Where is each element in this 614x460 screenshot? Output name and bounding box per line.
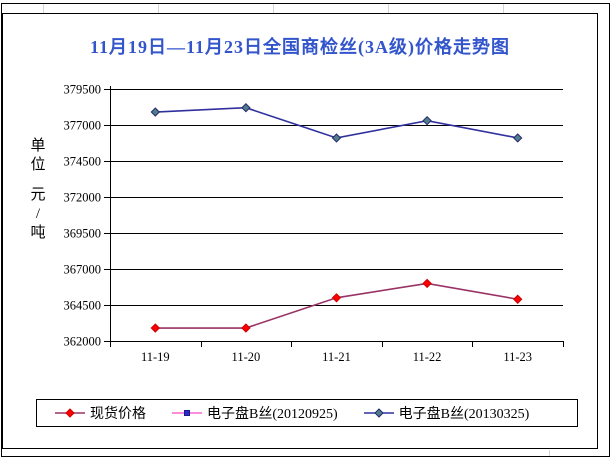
- data-point-marker: [150, 323, 161, 333]
- legend-label: 电子盘B丝(20130325): [398, 407, 530, 422]
- data-point-marker: [241, 323, 251, 333]
- y-tick-label: 364500: [64, 299, 102, 313]
- sheet-gridline: [43, 4, 44, 13]
- x-tick-label: 11-20: [232, 350, 261, 364]
- data-point-marker: [331, 293, 342, 303]
- sheet-gridline: [503, 4, 504, 13]
- y-axis-title-char: 吨: [30, 225, 46, 241]
- y-axis-title: 单位元 / 吨: [28, 137, 48, 243]
- x-tick-label: 11-23: [503, 350, 532, 364]
- legend-item: 现货价格: [55, 403, 146, 423]
- sheet-gridline: [158, 4, 159, 13]
- x-tick-label: 11-21: [322, 350, 351, 364]
- data-point-marker: [422, 278, 432, 289]
- y-tick-label: 374500: [64, 155, 102, 169]
- diamond-legend-marker-icon: [363, 408, 394, 418]
- legend-box: 现货价格 电子盘B丝(20120925) 电子盘B丝(20130325): [36, 399, 578, 427]
- data-point-marker: [422, 115, 432, 126]
- data-point-marker: [512, 294, 523, 304]
- chart-title: 11月19日—11月23日全国商检丝(3A级)价格走势图: [90, 37, 510, 57]
- y-tick-label: 377000: [64, 119, 102, 133]
- sheet-gridline: [388, 4, 389, 13]
- legend-item: 电子盘B丝(20130325): [363, 403, 530, 423]
- data-point-marker: [150, 107, 161, 117]
- legend-label: 现货价格: [90, 407, 146, 422]
- y-axis-title-char: 元: [30, 187, 46, 203]
- legend-item: 电子盘B丝(20120925): [172, 403, 338, 423]
- legend-label: 电子盘B丝(20120925): [207, 407, 338, 422]
- y-tick-label: 367000: [64, 263, 102, 277]
- x-tick-label: 11-22: [413, 350, 442, 364]
- square-legend-marker-icon: [172, 410, 202, 416]
- sheet-gridline: [549, 450, 550, 456]
- y-axis-title-char: 单: [30, 138, 46, 154]
- sheet-gridline: [273, 4, 274, 13]
- data-point-marker: [241, 103, 251, 113]
- sheet-outer-border: [1, 3, 610, 457]
- diamond-legend-marker-icon: [55, 408, 85, 418]
- y-tick-label: 369500: [64, 227, 102, 241]
- y-tick-label: 379500: [64, 83, 102, 97]
- y-tick-label: 362000: [64, 335, 102, 349]
- y-tick-label: 372000: [64, 191, 102, 205]
- y-axis-title-char: /: [35, 206, 41, 222]
- x-tick-label: 11-19: [141, 350, 170, 364]
- data-point-marker: [512, 133, 523, 143]
- data-point-marker: [331, 133, 342, 143]
- y-axis-title-char: 位: [30, 157, 46, 173]
- chart-area-border: [2, 13, 598, 449]
